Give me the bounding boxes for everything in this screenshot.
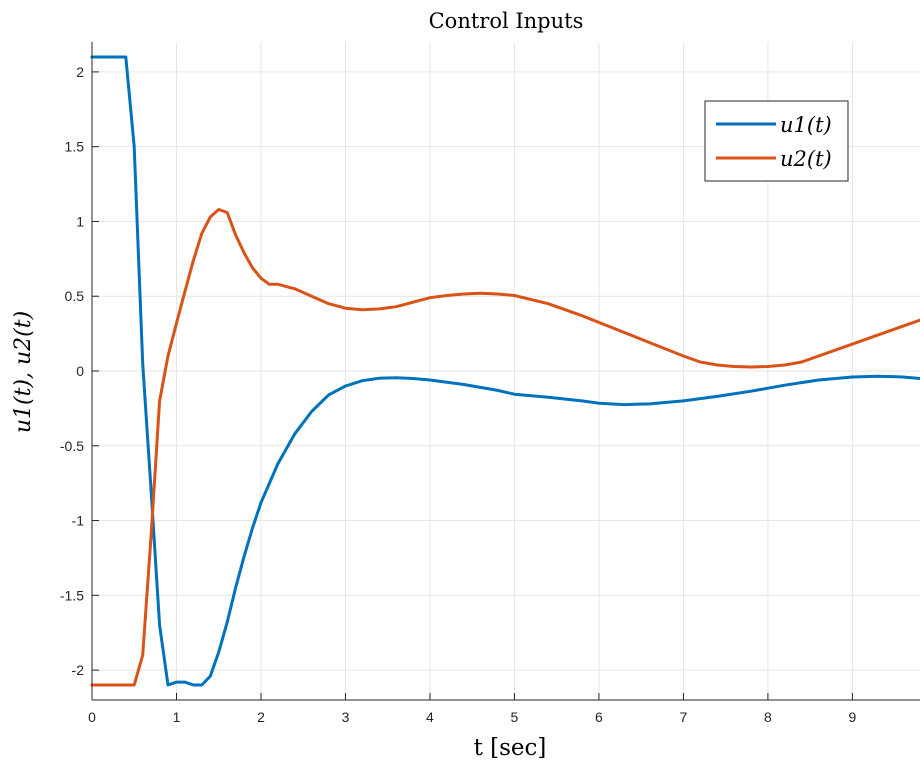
series-line-u2 bbox=[90, 208, 920, 687]
x-tick-label: 7 bbox=[680, 709, 688, 725]
plot-area bbox=[90, 55, 920, 687]
x-tick-label: 8 bbox=[764, 709, 772, 725]
y-tick-label: 0.5 bbox=[65, 288, 85, 304]
y-tick-label: 1 bbox=[76, 213, 84, 229]
y-tick-label: -1.5 bbox=[60, 587, 84, 603]
x-tick-label: 1 bbox=[173, 709, 181, 725]
chart-title: Control Inputs bbox=[429, 9, 584, 33]
y-tick-label: 2 bbox=[76, 64, 84, 80]
x-tick-label: 9 bbox=[849, 709, 857, 725]
x-tick-label: 4 bbox=[426, 709, 434, 725]
y-axis-ticks: 2 1.5 1 0.5 0 -0.5 -1 -1.5 -2 bbox=[60, 64, 99, 678]
x-tick-label: 3 bbox=[342, 709, 350, 725]
y-tick-label: -2 bbox=[72, 662, 85, 678]
x-axis-label: t [sec] bbox=[474, 735, 547, 761]
legend: u1(t) u2(t) bbox=[704, 100, 849, 182]
legend-label-u1: u1(t) bbox=[780, 113, 832, 137]
y-tick-label: -1 bbox=[72, 513, 85, 529]
y-axis-label: u1(t), u2(t) bbox=[11, 311, 36, 433]
x-axis-ticks: 0 1 2 3 4 5 6 7 8 9 bbox=[88, 693, 857, 725]
x-tick-label: 2 bbox=[257, 709, 265, 725]
x-tick-label: 0 bbox=[88, 709, 96, 725]
legend-box bbox=[704, 100, 849, 182]
x-tick-label: 5 bbox=[511, 709, 519, 725]
y-tick-label: -0.5 bbox=[60, 438, 84, 454]
x-tick-label: 6 bbox=[595, 709, 603, 725]
y-tick-label: 0 bbox=[76, 363, 84, 379]
y-tick-label: 1.5 bbox=[65, 139, 85, 155]
svg-text:u1(t), u2(t): u1(t), u2(t) bbox=[11, 311, 36, 433]
legend-label-u2: u2(t) bbox=[780, 147, 832, 171]
series-line-u1 bbox=[90, 55, 920, 687]
